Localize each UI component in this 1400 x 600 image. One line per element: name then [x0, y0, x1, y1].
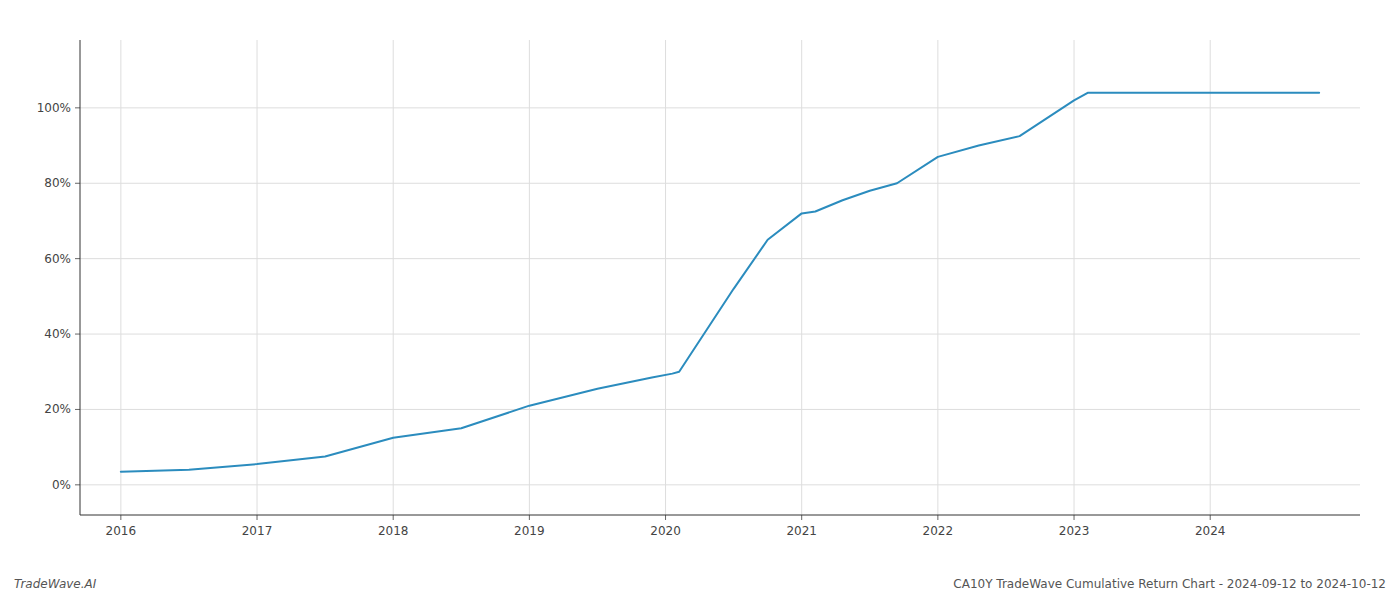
y-tick: [75, 107, 80, 108]
x-tick: [529, 515, 530, 520]
watermark: TradeWave.AI: [14, 577, 97, 591]
y-tick-label: 100%: [37, 101, 71, 115]
x-tick: [120, 515, 121, 520]
y-tick: [75, 484, 80, 485]
x-grid-line: [257, 40, 258, 515]
y-tick-label: 0%: [52, 478, 71, 492]
x-grid-line: [1210, 40, 1211, 515]
x-tick: [257, 515, 258, 520]
x-grid-line: [1074, 40, 1075, 515]
y-tick-label: 60%: [44, 252, 71, 266]
y-tick: [75, 258, 80, 259]
x-axis-line: [80, 515, 1360, 516]
x-tick: [1074, 515, 1075, 520]
x-grid-line: [529, 40, 530, 515]
x-tick: [393, 515, 394, 520]
series-line: [121, 93, 1319, 472]
x-tick-label: 2017: [242, 524, 273, 538]
x-tick-label: 2019: [514, 524, 545, 538]
y-tick: [75, 334, 80, 335]
y-grid-line: [80, 484, 1360, 485]
y-tick-label: 80%: [44, 176, 71, 190]
y-grid-line: [80, 258, 1360, 259]
x-tick: [665, 515, 666, 520]
x-tick-label: 2024: [1195, 524, 1226, 538]
chart: 0% 20% 40% 60% 80% 100% 2016 2017 2018 2019 2020 20…: [0, 0, 1400, 600]
x-tick-label: 2022: [923, 524, 954, 538]
x-tick: [937, 515, 938, 520]
y-tick-label: 40%: [44, 327, 71, 341]
y-tick-label: 20%: [44, 402, 71, 416]
y-tick: [75, 409, 80, 410]
plot-area: [121, 93, 1319, 472]
y-tick: [75, 183, 80, 184]
y-grid-line: [80, 107, 1360, 108]
x-tick-label: 2016: [106, 524, 137, 538]
x-grid-line: [120, 40, 121, 515]
x-tick: [1210, 515, 1211, 520]
x-tick-label: 2020: [650, 524, 681, 538]
x-grid-line: [801, 40, 802, 515]
x-grid-line: [937, 40, 938, 515]
x-tick-label: 2018: [378, 524, 409, 538]
grid: [80, 40, 1360, 515]
x-tick-label: 2021: [786, 524, 817, 538]
x-grid-line: [665, 40, 666, 515]
y-grid-line: [80, 183, 1360, 184]
x-tick: [801, 515, 802, 520]
x-tick-label: 2023: [1059, 524, 1090, 538]
x-grid-line: [393, 40, 394, 515]
title: CA10Y TradeWave Cumulative Return Chart …: [953, 577, 1386, 591]
y-grid-line: [80, 334, 1360, 335]
y-axis-line: [80, 40, 81, 515]
y-grid-line: [80, 409, 1360, 410]
axes: 0% 20% 40% 60% 80% 100% 2016 2017 2018 2019 2020 20…: [37, 40, 1360, 538]
